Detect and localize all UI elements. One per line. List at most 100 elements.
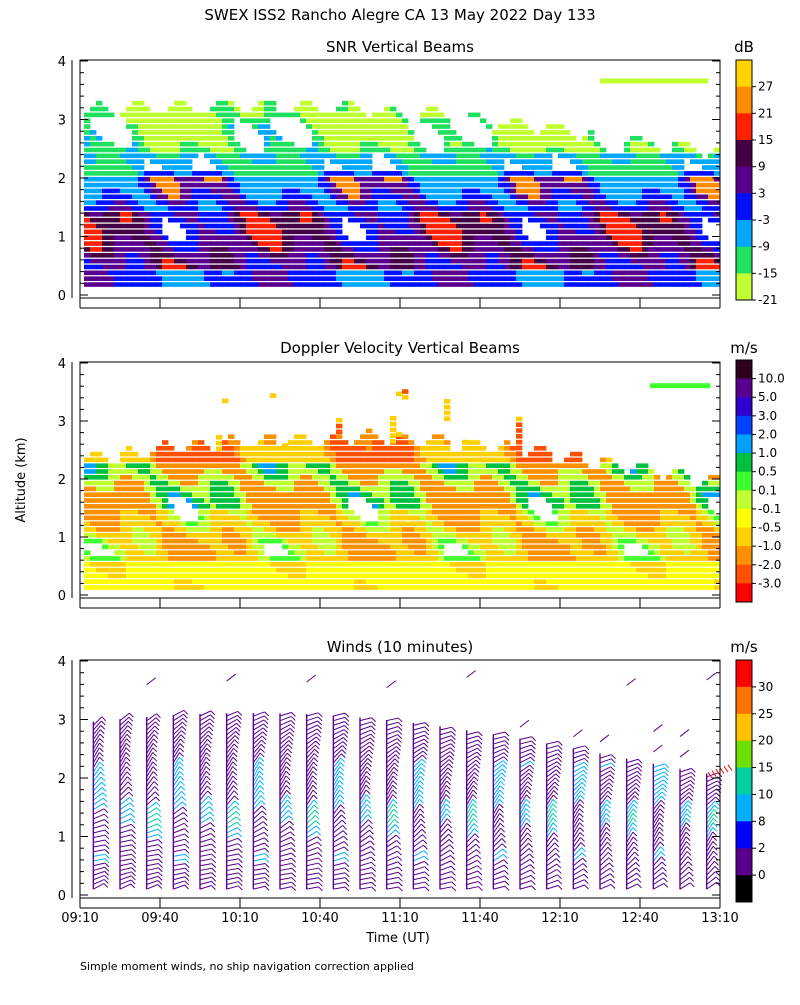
doppler-cell: [126, 539, 132, 544]
snr-cell: [444, 189, 450, 194]
snr-cell: [432, 265, 438, 270]
doppler-cell: [192, 487, 198, 492]
snr-cell: [300, 165, 306, 170]
snr-cell: [534, 148, 540, 153]
doppler-cell: [90, 556, 96, 561]
doppler-cell: [312, 463, 318, 468]
snr-cell: [150, 235, 156, 240]
snr-cell: [198, 189, 204, 194]
doppler-cell: [396, 487, 402, 492]
snr-cell: [210, 271, 216, 276]
doppler-cell: [414, 556, 420, 561]
snr-cell: [498, 218, 504, 223]
snr-cell: [366, 276, 372, 281]
snr-cell: [600, 218, 606, 223]
doppler-cell: [396, 579, 402, 584]
snr-cell: [402, 189, 408, 194]
doppler-cell: [564, 516, 570, 521]
snr-cell: [558, 194, 564, 199]
snr-cell: [384, 154, 390, 159]
snr-cell: [396, 259, 402, 264]
doppler-cell: [360, 527, 366, 532]
doppler-cell: [522, 562, 528, 567]
doppler-cell: [462, 521, 468, 526]
doppler-cell: [222, 469, 228, 474]
snr-cell: [198, 171, 204, 176]
doppler-cell: [474, 585, 480, 590]
snr-cell: [612, 253, 618, 258]
snr-cell: [540, 142, 546, 147]
doppler-cell: [516, 521, 522, 526]
snr-cell: [348, 171, 354, 176]
doppler-cell: [384, 516, 390, 521]
snr-cell: [456, 230, 462, 235]
doppler-cell: [102, 527, 108, 532]
snr-cell: [330, 118, 336, 123]
doppler-cell: [342, 556, 348, 561]
doppler-cell: [156, 545, 162, 550]
doppler-cell: [534, 452, 540, 457]
colorbar-label: -3: [758, 213, 770, 227]
snr-cell: [672, 230, 678, 235]
snr-cell: [240, 271, 246, 276]
doppler-cell: [402, 504, 408, 509]
doppler-cell: [138, 539, 144, 544]
snr-cell: [594, 142, 600, 147]
doppler-cell: [318, 446, 324, 451]
doppler-cell: [294, 556, 300, 561]
doppler-cell: [546, 521, 552, 526]
doppler-cell: [270, 579, 276, 584]
doppler-cell: [486, 516, 492, 521]
snr-cell: [342, 276, 348, 281]
snr-cell: [432, 154, 438, 159]
snr-cell: [312, 189, 318, 194]
doppler-cell: [342, 568, 348, 573]
snr-cell: [708, 241, 714, 246]
snr-cell: [636, 241, 642, 246]
snr-cell: [192, 276, 198, 281]
snr-cell: [438, 271, 444, 276]
snr-cell: [480, 189, 486, 194]
snr-cell: [450, 212, 456, 217]
doppler-cell: [150, 521, 156, 526]
snr-cell: [540, 259, 546, 264]
snr-cell: [150, 276, 156, 281]
doppler-cell: [168, 545, 174, 550]
doppler-cell: [180, 452, 186, 457]
doppler-cell: [294, 434, 300, 439]
snr-cell: [216, 200, 222, 205]
snr-cell: [324, 253, 330, 258]
snr-cell: [384, 142, 390, 147]
doppler-cell: [192, 527, 198, 532]
doppler-cell: [426, 533, 432, 538]
snr-cell: [270, 136, 276, 141]
snr-cell: [462, 189, 468, 194]
snr-cell: [660, 200, 666, 205]
snr-cell: [156, 265, 162, 270]
snr-cell: [462, 259, 468, 264]
snr-cell: [630, 271, 636, 276]
snr-cell: [84, 124, 90, 129]
doppler-cell: [234, 504, 240, 509]
snr-cell: [480, 165, 486, 170]
doppler-cell: [564, 574, 570, 579]
doppler-cell: [174, 492, 180, 497]
doppler-cell: [144, 556, 150, 561]
snr-cell: [666, 165, 672, 170]
snr-cell: [486, 235, 492, 240]
snr-cell: [258, 253, 264, 258]
snr-cell: [312, 259, 318, 264]
snr-cell: [354, 159, 360, 164]
snr-cell: [240, 206, 246, 211]
snr-cell: [360, 212, 366, 217]
snr-cell: [234, 224, 240, 229]
doppler-cell: [564, 585, 570, 590]
doppler-cell: [168, 585, 174, 590]
snr-cell: [552, 224, 558, 229]
snr-cell: [282, 247, 288, 252]
snr-cell: [198, 183, 204, 188]
snr-cell: [234, 253, 240, 258]
snr-cell: [714, 183, 720, 188]
snr-cell: [138, 206, 144, 211]
doppler-cell: [162, 545, 168, 550]
